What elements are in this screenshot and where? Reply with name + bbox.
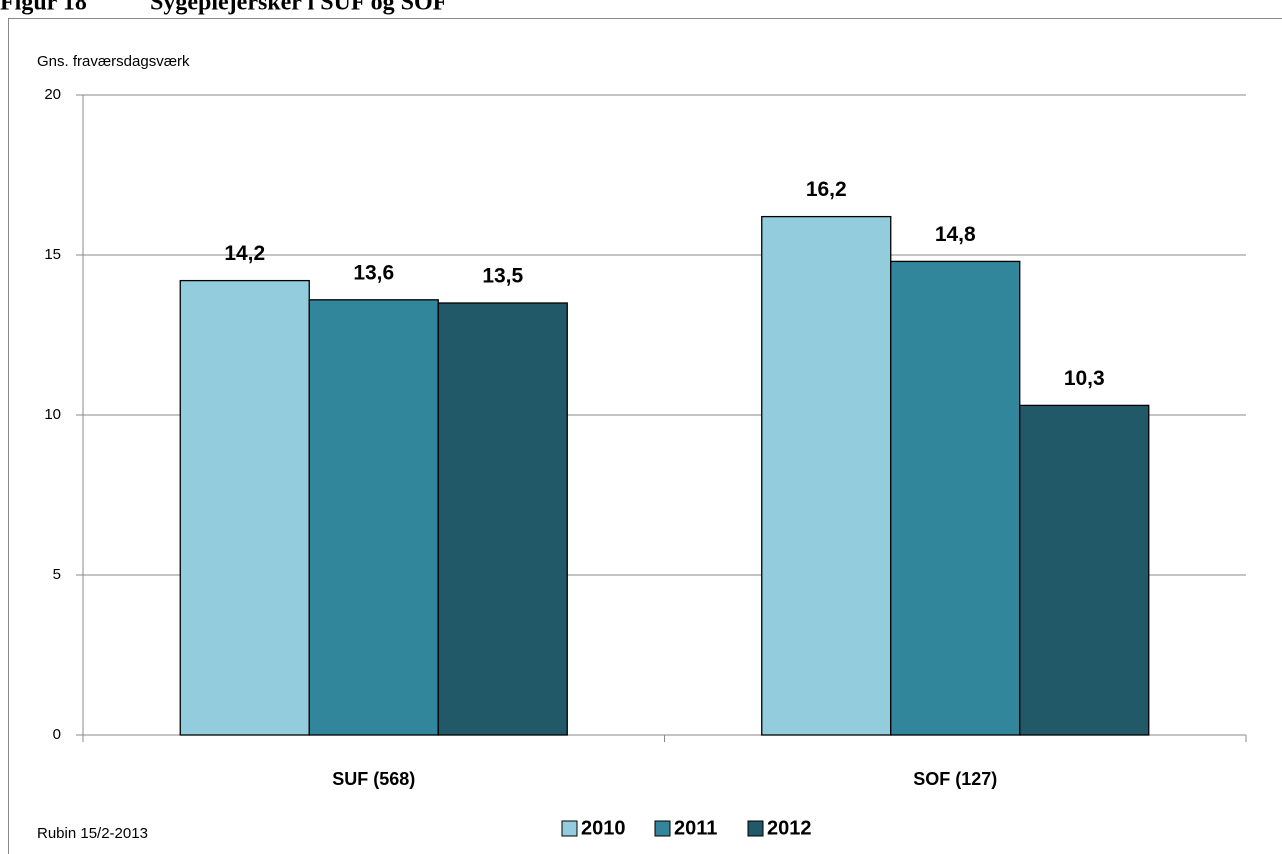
bar — [179, 279, 310, 736]
figure-number: Figur 18 — [0, 0, 87, 16]
x-tick-label: SUF (568) — [332, 769, 415, 789]
data-label: 13,5 — [482, 265, 523, 288]
data-label: 14,2 — [224, 242, 265, 265]
data-label: 10,3 — [1064, 367, 1105, 390]
legend-label: 2010 — [581, 817, 626, 839]
chart-frame — [8, 18, 1282, 854]
bar — [890, 260, 1021, 736]
data-label: 14,8 — [935, 223, 976, 246]
y-tick-label: 5 — [53, 566, 61, 583]
legend-swatch — [654, 820, 671, 837]
y-tick-label: 0 — [53, 726, 61, 743]
y-tick-label: 20 — [44, 86, 61, 103]
x-tick-label: SOF (127) — [913, 769, 997, 789]
y-axis-label: Gns. fraværsdagsværk — [37, 53, 190, 70]
data-label: 16,2 — [806, 178, 847, 201]
legend-label: 2011 — [674, 817, 717, 839]
y-tick-label: 15 — [44, 246, 61, 263]
bar — [1019, 404, 1150, 736]
y-tick-label: 10 — [44, 406, 61, 423]
bar — [437, 302, 568, 736]
data-label: 13,6 — [353, 261, 394, 284]
legend-swatch — [747, 820, 764, 837]
legend-label: 2012 — [767, 817, 812, 839]
bar — [761, 215, 892, 736]
source-note: Rubin 15/2-2013 — [37, 825, 148, 842]
chart-title: Sygeplejersker i SUF og SOF — [150, 0, 447, 16]
legend-swatch — [561, 820, 578, 837]
bar — [308, 299, 439, 736]
